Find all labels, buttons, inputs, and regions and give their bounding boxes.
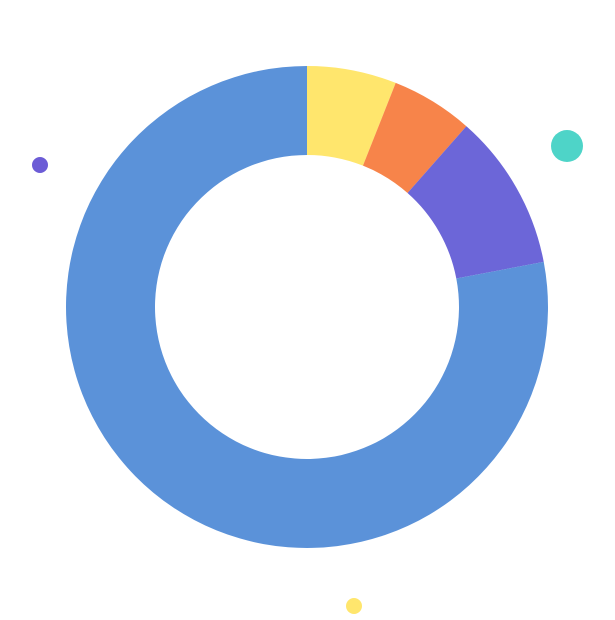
decor-dot-teal <box>551 130 583 162</box>
decor-dot-purple <box>32 157 48 173</box>
donut-slice-2 <box>362 82 467 193</box>
donut-slice-4 <box>66 66 548 548</box>
donut-slice-1 <box>307 66 396 166</box>
decor-dot-yellow <box>346 598 362 614</box>
donut-slice-3 <box>407 126 544 279</box>
